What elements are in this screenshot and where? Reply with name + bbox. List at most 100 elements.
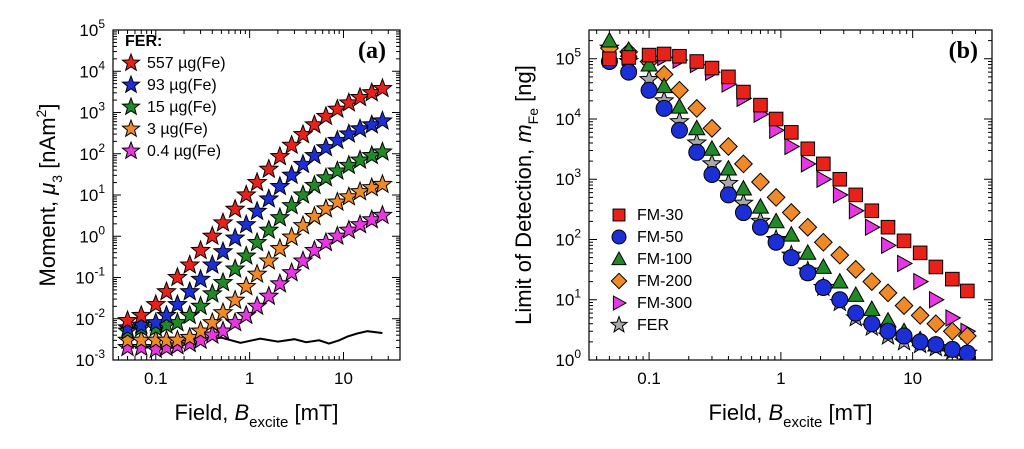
data-point: [600, 31, 619, 48]
legend-marker: [611, 229, 627, 245]
series-93-g-fe-: [117, 110, 393, 337]
data-point: [942, 321, 962, 341]
data-point: [246, 231, 268, 252]
data-point: [816, 156, 831, 172]
data-point: [655, 99, 673, 117]
data-point: [704, 60, 720, 76]
data-point: [736, 84, 751, 100]
series-557-g-fe-: [117, 77, 393, 330]
legend-label: FER: [637, 317, 669, 334]
x-axis-label: Field, Bexcite [mT]: [709, 400, 873, 431]
data-point: [897, 254, 914, 273]
data-point: [246, 200, 268, 221]
x-tick-label: 1: [776, 369, 785, 388]
data-point: [130, 314, 152, 335]
data-point: [896, 233, 912, 249]
data-point: [830, 245, 850, 265]
data-point: [190, 295, 212, 316]
data-point: [269, 237, 291, 258]
data-point: [848, 187, 864, 203]
data-point: [927, 336, 945, 354]
series-fm-30: [602, 46, 975, 299]
data-point: [281, 164, 303, 185]
data-point: [621, 50, 636, 65]
data-point: [258, 219, 280, 240]
data-point: [881, 236, 898, 255]
panel-a-chart: 0.1 1 10 10-3 10-2 10-1 100 101 102 103 104 105 Fiel…: [33, 17, 401, 431]
data-point: [751, 218, 769, 236]
data-point: [945, 309, 962, 327]
legend-marker: [610, 272, 628, 290]
y-tick-label: 101: [79, 182, 105, 205]
data-point: [620, 63, 638, 81]
data-point: [782, 225, 801, 242]
legend-label: FM-30: [637, 207, 683, 224]
legend-label: FM-200: [637, 273, 692, 290]
data-point: [864, 218, 881, 237]
data-point: [640, 81, 658, 99]
data-point: [258, 158, 280, 179]
series-15-g-fe-: [117, 141, 393, 341]
legend-label: 3 µg(Fe): [147, 121, 208, 138]
legend-marker: [609, 315, 629, 333]
legend-label: FM-300: [637, 295, 692, 312]
data-point: [863, 315, 881, 333]
data-point: [784, 137, 801, 156]
legend: FM-30 FM-50 FM-100 FM-200 FM-300 FER: [609, 207, 692, 334]
data-point: [895, 327, 913, 345]
data-point: [371, 141, 393, 161]
data-point: [117, 316, 139, 337]
data-point: [166, 293, 188, 314]
data-point: [767, 233, 785, 251]
data-point: [258, 250, 280, 271]
data-point: [179, 254, 201, 275]
data-point: [798, 243, 817, 260]
legend-label: 93 µg(Fe): [147, 77, 217, 94]
data-point: [767, 212, 785, 229]
data-point: [224, 198, 246, 219]
data-point: [862, 272, 882, 292]
data-point: [928, 290, 945, 309]
y-tick-label: 102: [555, 226, 581, 249]
data-point: [201, 282, 223, 303]
legend-marker: [121, 96, 141, 116]
data-point: [258, 187, 280, 208]
data-point: [235, 245, 257, 266]
y-tick-label: 104: [555, 106, 581, 129]
data-point: [281, 261, 303, 282]
data-point: [832, 171, 848, 187]
data-point: [847, 304, 865, 322]
data-point: [831, 291, 849, 309]
data-point: [864, 203, 880, 219]
data-point: [798, 217, 818, 237]
data-point: [832, 186, 849, 204]
data-point: [703, 165, 721, 183]
y-tick-label: 102: [79, 141, 105, 164]
data-point: [799, 264, 817, 282]
x-tick-label: 1: [245, 369, 254, 388]
y-tick-label: 100: [555, 347, 581, 370]
data-point: [166, 266, 188, 287]
data-point: [813, 232, 833, 252]
data-point: [926, 314, 946, 334]
data-point: [155, 280, 177, 301]
data-point: [145, 293, 167, 314]
data-point: [781, 203, 801, 223]
data-point: [689, 54, 705, 69]
y-tick-label: 10-2: [75, 306, 105, 329]
data-point: [179, 280, 201, 301]
data-point: [894, 296, 914, 316]
data-point: [371, 77, 393, 98]
data-point: [201, 254, 223, 275]
legend-marker: [121, 52, 141, 72]
data-point: [640, 55, 658, 72]
data-point: [721, 69, 736, 85]
x-tick-label: 0.1: [637, 369, 661, 388]
legend-marker: [121, 74, 141, 94]
y-tick-label: 10-1: [75, 265, 105, 288]
legend-label: 0.4 µg(Fe): [147, 143, 221, 160]
data-point: [814, 257, 833, 274]
data-point: [928, 259, 944, 275]
data-point: [212, 301, 234, 322]
data-point: [753, 97, 768, 113]
